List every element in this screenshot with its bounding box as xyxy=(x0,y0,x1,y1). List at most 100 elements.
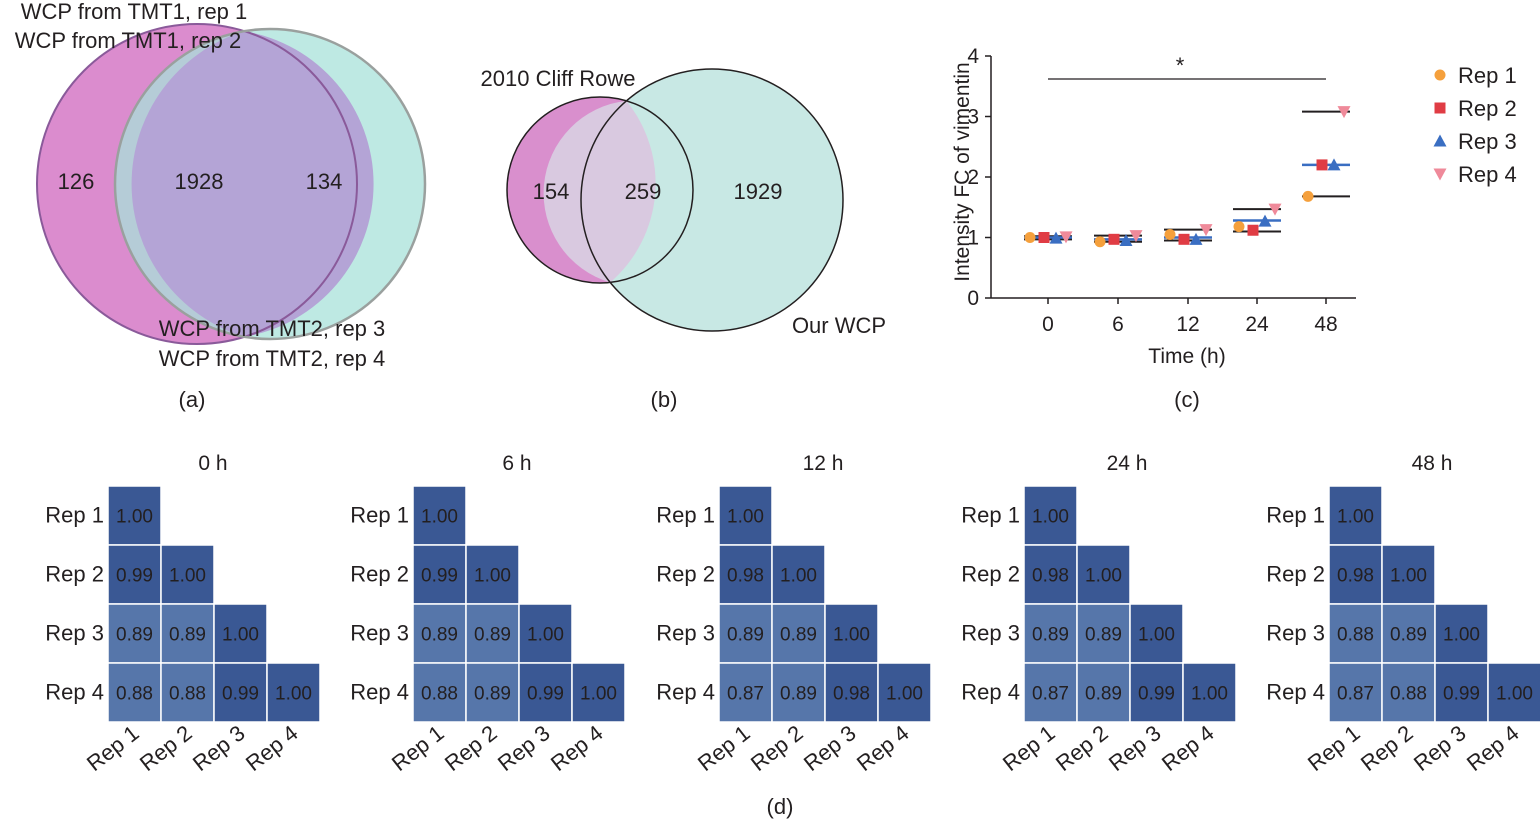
data-point xyxy=(1038,232,1050,243)
y-tick-label: 2 xyxy=(967,166,979,189)
heatmap-title: 0 h xyxy=(198,452,227,475)
heatmap-row-label: Rep 1 xyxy=(961,503,1020,528)
data-point xyxy=(1268,203,1282,216)
heatmap-cell-value: 0.88 xyxy=(116,684,153,705)
heatmap-cell-value: 0.99 xyxy=(421,566,458,587)
heatmap-col-label: Rep 3 xyxy=(1409,720,1471,776)
heatmap-cell-value: 1.00 xyxy=(527,625,564,646)
legend-label: Rep 4 xyxy=(1458,162,1517,187)
venn-b-right-circle xyxy=(581,69,843,331)
heatmap-col-label: Rep 1 xyxy=(387,720,449,776)
heatmap-cell-value: 0.89 xyxy=(169,625,206,646)
heatmap-cell xyxy=(412,544,467,605)
heatmap-cell-value: 0.99 xyxy=(1138,684,1175,705)
heatmap-cell-value: 1.00 xyxy=(474,566,511,587)
heatmap-cell-value: 0.89 xyxy=(780,684,817,705)
scatter-points xyxy=(1024,106,1351,248)
venn-a-right-outline xyxy=(113,27,427,341)
heatmap-cell xyxy=(465,662,520,723)
heatmap-col-label: Rep 2 xyxy=(1356,720,1418,776)
heatmap-col-label: Rep 1 xyxy=(693,720,755,776)
heatmap-row-label: Rep 2 xyxy=(1266,562,1325,587)
scatter-summary-lines xyxy=(1024,110,1350,243)
legend-marker xyxy=(1433,134,1447,147)
data-point xyxy=(1024,232,1036,243)
heatmap-col-label: Rep 4 xyxy=(241,720,303,776)
heatmap-col-label: Rep 2 xyxy=(135,720,197,776)
heatmap-row-label: Rep 3 xyxy=(350,621,409,646)
data-point xyxy=(1178,233,1190,245)
heatmap-cell-value: 1.00 xyxy=(1191,684,1228,705)
y-axis-label: Intensity FC of vimentin xyxy=(951,62,974,281)
heatmap-cell xyxy=(1381,603,1436,664)
panel-label-a: (a) xyxy=(179,387,206,412)
heatmap-cell-value: 0.87 xyxy=(1032,684,1069,705)
heatmap-cell xyxy=(1129,662,1184,723)
heatmap-row-label: Rep 4 xyxy=(1266,680,1325,705)
heatmap-cell xyxy=(1328,485,1383,546)
venn-a-overlap xyxy=(131,31,374,337)
venn-a-right-count: 134 xyxy=(306,169,343,194)
panel-label-d: (d) xyxy=(767,794,794,819)
heatmap-cell-value: 0.98 xyxy=(727,566,764,587)
heatmap-row-label: Rep 2 xyxy=(45,562,104,587)
venn-a-left-outline xyxy=(36,23,358,345)
heatmap-cell-value: 0.99 xyxy=(1443,684,1480,705)
heatmap-cell xyxy=(771,544,826,605)
heatmap-cell xyxy=(1076,662,1131,723)
heatmap-cell xyxy=(1023,603,1078,664)
heatmap-cell xyxy=(213,603,268,664)
heatmap-cell-value: 0.88 xyxy=(169,684,206,705)
data-point xyxy=(1316,159,1328,171)
data-point xyxy=(1189,232,1203,245)
heatmap-cell-value: 0.89 xyxy=(116,625,153,646)
heatmap-cell-value: 1.00 xyxy=(727,507,764,528)
legend-marker xyxy=(1434,69,1446,81)
venn-b-left-label: 2010 Cliff Rowe xyxy=(481,66,636,91)
heatmap-cell xyxy=(718,603,773,664)
heatmap-cell xyxy=(1434,662,1489,723)
heatmap-cell xyxy=(465,603,520,664)
heatmap-col-label: Rep 3 xyxy=(188,720,250,776)
venn-b-left-count: 154 xyxy=(533,179,570,204)
heatmap-cell-value: 1.00 xyxy=(833,625,870,646)
heatmap-row-label: Rep 3 xyxy=(961,621,1020,646)
heatmap-cell xyxy=(465,544,520,605)
heatmap-cell-value: 0.89 xyxy=(1085,625,1122,646)
heatmap-cell xyxy=(266,662,321,723)
data-point xyxy=(1233,221,1245,233)
legend-label: Rep 3 xyxy=(1458,129,1517,154)
y-tick-label: 0 xyxy=(967,287,979,310)
heatmap-panel: 24 h Rep 1 1.00 Rep 2 0.98 1.00 Rep 3 0.89 0.89 1… xyxy=(961,452,1237,776)
heatmap-cell-value: 1.00 xyxy=(1138,625,1175,646)
venn-a: WCP from TMT1, rep 1 WCP from TMT1, rep … xyxy=(15,0,427,412)
heatmap-title: 24 h xyxy=(1107,452,1148,475)
heatmap-cell-value: 1.00 xyxy=(116,507,153,528)
heatmap-cell-value: 1.00 xyxy=(780,566,817,587)
heatmap-cell xyxy=(1328,603,1383,664)
heatmap-col-label: Rep 2 xyxy=(1051,720,1113,776)
heatmap-col-label: Rep 3 xyxy=(1104,720,1166,776)
y-tick-label: 4 xyxy=(967,45,979,68)
heatmap-cell xyxy=(518,662,573,723)
heatmap-row-label: Rep 1 xyxy=(45,503,104,528)
heatmap-cell-value: 0.88 xyxy=(1390,684,1427,705)
heatmap-cell-value: 0.88 xyxy=(1337,625,1374,646)
heatmap-cell xyxy=(571,662,626,723)
heatmap-panel: 6 h Rep 1 1.00 Rep 2 0.99 1.00 Rep 3 0.89 0.89 1.… xyxy=(350,452,626,776)
heatmap-cell-value: 0.89 xyxy=(780,625,817,646)
heatmap-row-label: Rep 4 xyxy=(961,680,1020,705)
heatmap-row-label: Rep 1 xyxy=(350,503,409,528)
heatmap-cell-value: 0.99 xyxy=(116,566,153,587)
heatmap-cell xyxy=(107,544,162,605)
heatmap-cell-value: 0.89 xyxy=(727,625,764,646)
heatmap-title: 6 h xyxy=(502,452,531,475)
heatmap-cell xyxy=(1182,662,1237,723)
data-point xyxy=(1094,236,1106,248)
heatmap-panel: 0 h Rep 1 1.00 Rep 2 0.99 1.00 Rep 3 0.89 0.89 1.… xyxy=(45,452,321,776)
heatmap-cell xyxy=(1023,485,1078,546)
heatmap-cell xyxy=(824,662,879,723)
correlation-heatmaps: 0 h Rep 1 1.00 Rep 2 0.99 1.00 Rep 3 0.89 0.89 1.… xyxy=(45,452,1540,776)
venn-b: 2010 Cliff Rowe Our WCP 154 259 1929 (b) xyxy=(481,66,887,412)
